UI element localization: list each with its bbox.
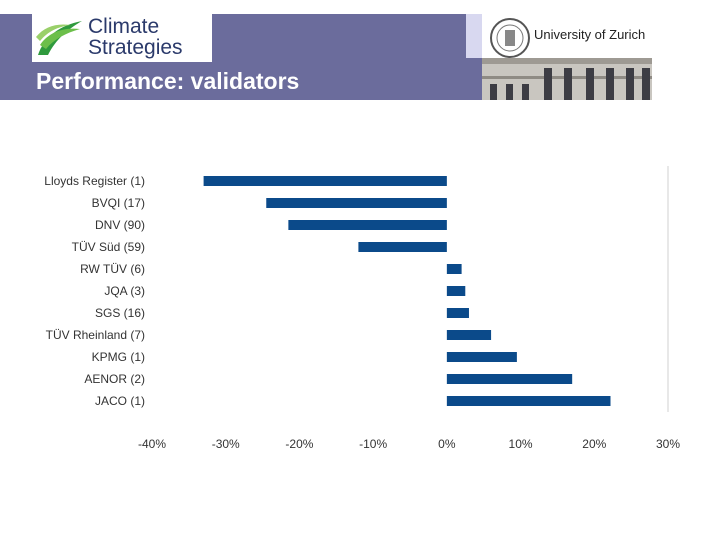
- page-title: Performance: validators: [36, 68, 300, 94]
- bar-5: [446, 286, 466, 296]
- validator-performance-chart: Lloyds Register (1) BVQI (17) DNV (90) TÜV …: [44, 166, 680, 450]
- bar-1: [266, 198, 447, 208]
- category-label-7: TÜV Rheinland (7): [46, 328, 145, 342]
- x-tick-label-5: 10%: [509, 437, 533, 450]
- x-tick-label-2: -20%: [285, 437, 313, 450]
- university-building-icon: [482, 58, 652, 100]
- category-label-3: TÜV Süd (59): [72, 240, 145, 254]
- bar-3: [358, 242, 447, 252]
- x-tick-label-0: -40%: [138, 437, 166, 450]
- bar-2: [288, 220, 447, 230]
- category-label-10: JACO (1): [95, 394, 145, 408]
- category-label-2: DNV (90): [95, 218, 145, 232]
- bar-8: [446, 352, 517, 362]
- university-header: University of Zurich: [482, 14, 652, 100]
- bar-10: [446, 396, 611, 406]
- logo-line2: Strategies: [88, 36, 183, 59]
- bars-layer: [203, 166, 669, 412]
- bar-4: [446, 264, 462, 274]
- university-seal-icon: [490, 18, 530, 58]
- x-tick-labels: -40% -30% -20% -10% 0% 10% 20% 30%: [138, 437, 680, 450]
- logo-line1: Climate: [88, 15, 160, 38]
- bar-0: [203, 176, 447, 186]
- category-labels: Lloyds Register (1) BVQI (17) DNV (90) TÜV …: [44, 174, 145, 408]
- bar-6: [446, 308, 469, 318]
- category-label-5: JQA (3): [104, 284, 145, 298]
- x-tick-label-3: -10%: [359, 437, 387, 450]
- logo-wordmark: Climate Strategies: [88, 16, 183, 58]
- category-label-8: KPMG (1): [92, 350, 145, 364]
- x-tick-label-4: 0%: [438, 437, 456, 450]
- x-tick-label-6: 20%: [582, 437, 606, 450]
- bar-7: [446, 330, 492, 340]
- category-label-6: SGS (16): [95, 306, 145, 320]
- category-label-0: Lloyds Register (1): [44, 174, 145, 188]
- university-name: University of Zurich: [534, 27, 646, 42]
- category-label-9: AENOR (2): [84, 372, 145, 386]
- x-tick-label-7: 30%: [656, 437, 680, 450]
- header-divider: [466, 14, 482, 58]
- category-label-1: BVQI (17): [92, 196, 145, 210]
- climate-strategies-logo: Climate Strategies: [32, 14, 212, 62]
- bar-9: [446, 374, 573, 384]
- leaf-logo-icon: [36, 21, 82, 55]
- category-label-4: RW TÜV (6): [80, 262, 145, 276]
- x-tick-label-1: -30%: [212, 437, 240, 450]
